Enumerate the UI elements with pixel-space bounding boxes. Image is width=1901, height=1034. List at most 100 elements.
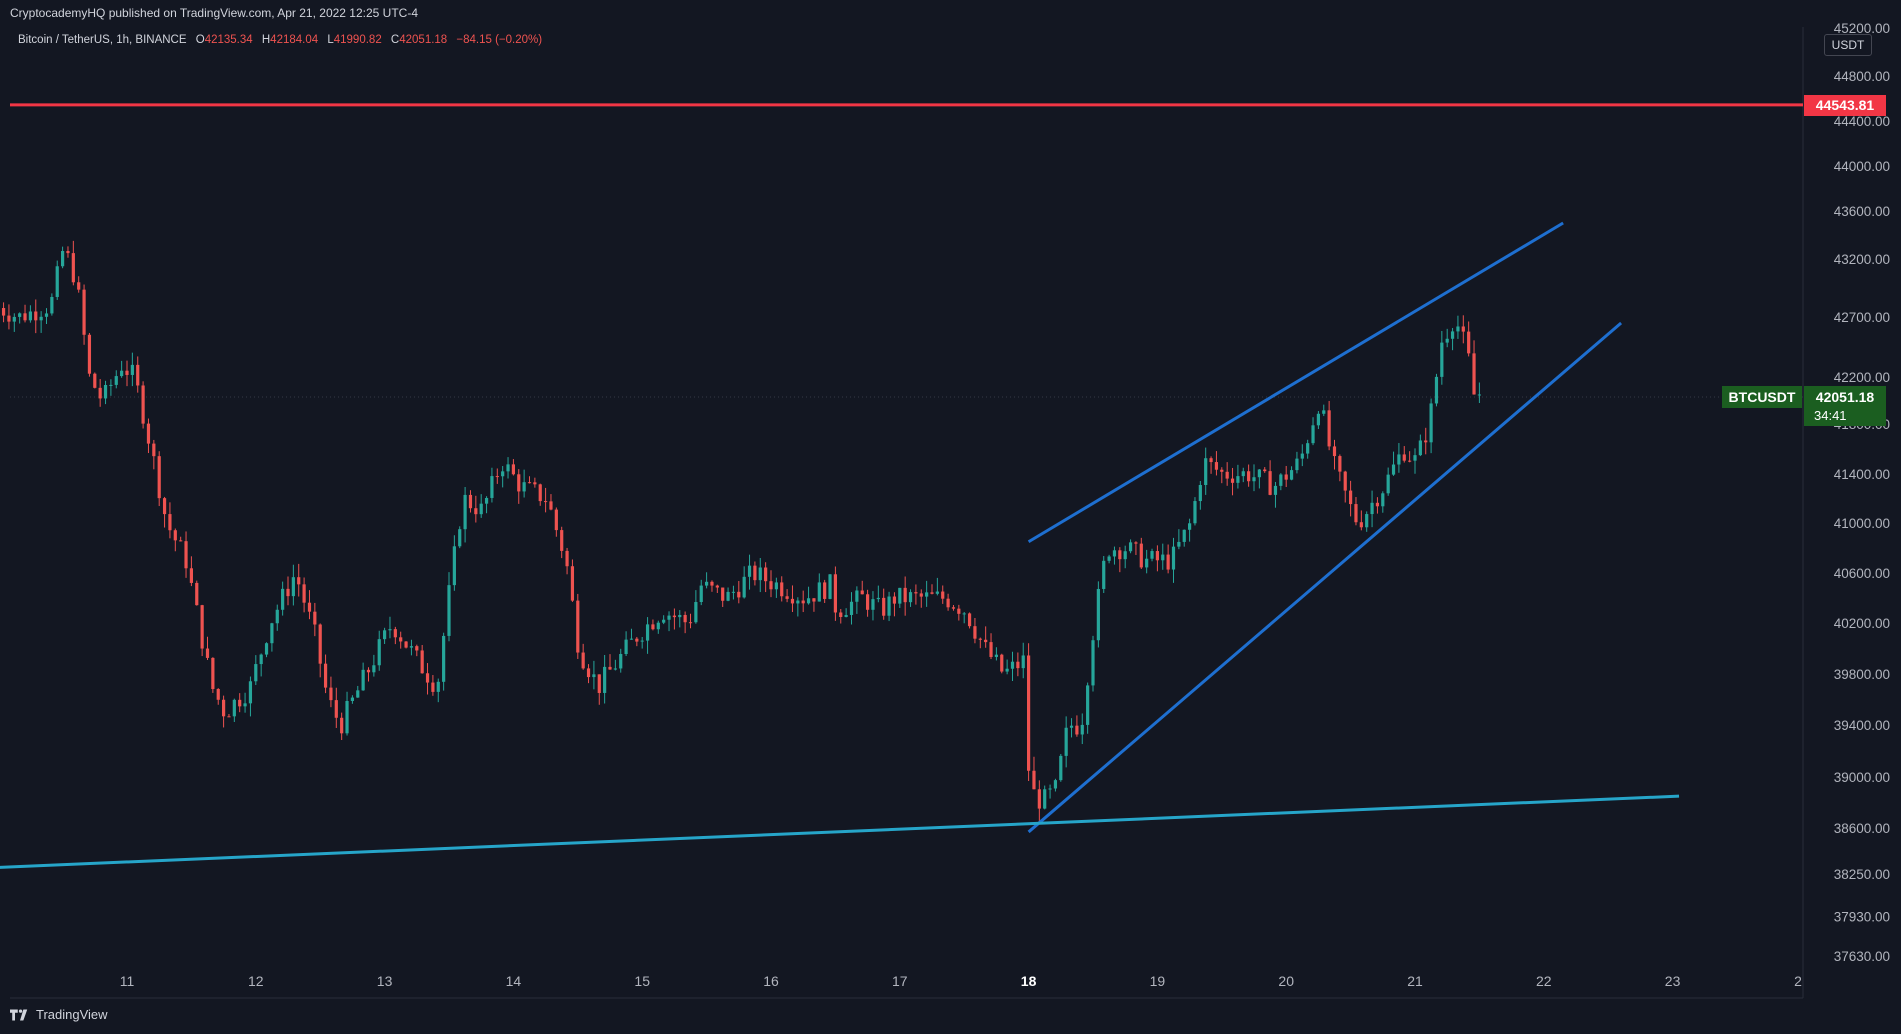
candle-body	[812, 598, 816, 602]
candle-body	[1456, 326, 1460, 332]
footer-brand: TradingView	[36, 1007, 108, 1022]
candle-body	[506, 464, 510, 472]
price-tick-label: 41000.00	[1834, 516, 1890, 531]
candle-body	[1182, 529, 1186, 542]
candle-body	[903, 587, 907, 603]
candle-body	[1300, 453, 1304, 459]
candle-body	[1209, 458, 1213, 463]
candle-body	[640, 640, 644, 642]
candle-body	[1123, 551, 1127, 560]
candle-body	[442, 635, 446, 682]
candle-body	[286, 588, 290, 597]
candle-body	[18, 313, 22, 317]
candle-body	[962, 613, 966, 615]
candle-body	[576, 600, 580, 653]
candle-body	[608, 666, 612, 670]
candle-body	[404, 641, 408, 648]
candle-body	[1402, 454, 1406, 461]
candle-body	[1188, 523, 1192, 530]
candle-body	[152, 443, 156, 457]
tradingview-footer: TradingView	[10, 1002, 108, 1028]
candle-body	[597, 674, 601, 693]
candle-body	[1413, 455, 1417, 461]
candle-body	[490, 476, 494, 498]
candle-body	[613, 668, 617, 670]
candle-body	[458, 529, 462, 547]
candle-body	[71, 253, 75, 283]
legend-open-label: O	[195, 34, 205, 46]
candle-body	[334, 700, 338, 718]
candle-body	[1155, 551, 1159, 561]
candle-body	[345, 700, 349, 734]
candle-body	[1236, 476, 1240, 483]
candle-body	[1273, 485, 1278, 495]
candle-body	[1091, 640, 1095, 686]
candle-body	[833, 574, 837, 613]
candle-body	[1161, 554, 1165, 561]
candle-body	[98, 387, 102, 399]
candle-body	[195, 582, 199, 606]
price-tick-label: 41400.00	[1834, 467, 1890, 482]
candle-body	[323, 663, 328, 688]
candle-body	[919, 593, 923, 597]
legend-change: −84.15 (−0.20%)	[456, 34, 543, 46]
candle-body	[350, 697, 354, 701]
candle-body	[705, 581, 709, 586]
candle-body	[651, 624, 655, 630]
candle-body	[629, 638, 634, 640]
currency-label[interactable]: USDT	[1824, 34, 1872, 56]
candle-body	[780, 582, 784, 597]
price-axis[interactable]: 44800.00 44400.00 44000.00 43600.00 43200.00…	[1834, 21, 1890, 964]
candle-body	[409, 646, 414, 648]
candle-body	[479, 503, 483, 515]
candle-body	[1171, 546, 1176, 570]
price-tick-label: 39400.00	[1834, 718, 1890, 733]
candle-body	[517, 474, 521, 492]
candle-body	[1220, 469, 1224, 472]
candle-body	[908, 592, 913, 603]
candle-body	[103, 384, 108, 399]
time-tick-label: 20	[1278, 973, 1294, 989]
candle-body	[1343, 471, 1347, 491]
candle-body	[66, 250, 70, 254]
price-tick-label: 39000.00	[1834, 770, 1890, 785]
candle-body	[1295, 458, 1299, 471]
candle-body	[1139, 543, 1143, 568]
candle-body	[34, 311, 38, 321]
candle-body	[1450, 331, 1455, 339]
candle-body	[1, 308, 6, 316]
candle-body	[109, 384, 113, 386]
candle-body	[946, 598, 950, 608]
candle-body	[281, 588, 285, 610]
candle-body	[340, 717, 344, 734]
candle-body	[1370, 502, 1374, 515]
price-tick-label: 42200.00	[1834, 370, 1890, 385]
price-tick-label: 44800.00	[1834, 69, 1890, 84]
price-tick-label: 37930.00	[1834, 909, 1890, 924]
time-axis[interactable]: 11 12 13 14 15 16 17 18 19 20 21 22 23 2	[120, 973, 1802, 989]
candle-body	[179, 540, 183, 542]
candle-body	[1391, 464, 1396, 475]
candle-body	[887, 596, 891, 616]
candle-body	[1010, 661, 1015, 669]
candle-body	[227, 716, 231, 718]
candle-body	[967, 613, 972, 627]
candle-body	[801, 600, 805, 604]
candle-body	[533, 482, 537, 485]
candle-body	[393, 629, 397, 638]
price-tick-label: 40200.00	[1834, 616, 1890, 631]
candle-body	[313, 611, 317, 625]
candle-body	[270, 623, 274, 644]
candle-body	[1193, 501, 1197, 524]
candle-body	[232, 699, 236, 717]
candle-body	[721, 587, 725, 601]
candle-body	[1053, 780, 1058, 789]
candle-body	[1027, 655, 1031, 771]
chart-pane[interactable]	[10, 27, 1803, 998]
candle-body	[254, 664, 258, 682]
candle-body	[1311, 425, 1315, 444]
price-tick-label: 44400.00	[1834, 114, 1890, 129]
candle-body	[474, 508, 478, 515]
candle-body	[1279, 474, 1283, 486]
